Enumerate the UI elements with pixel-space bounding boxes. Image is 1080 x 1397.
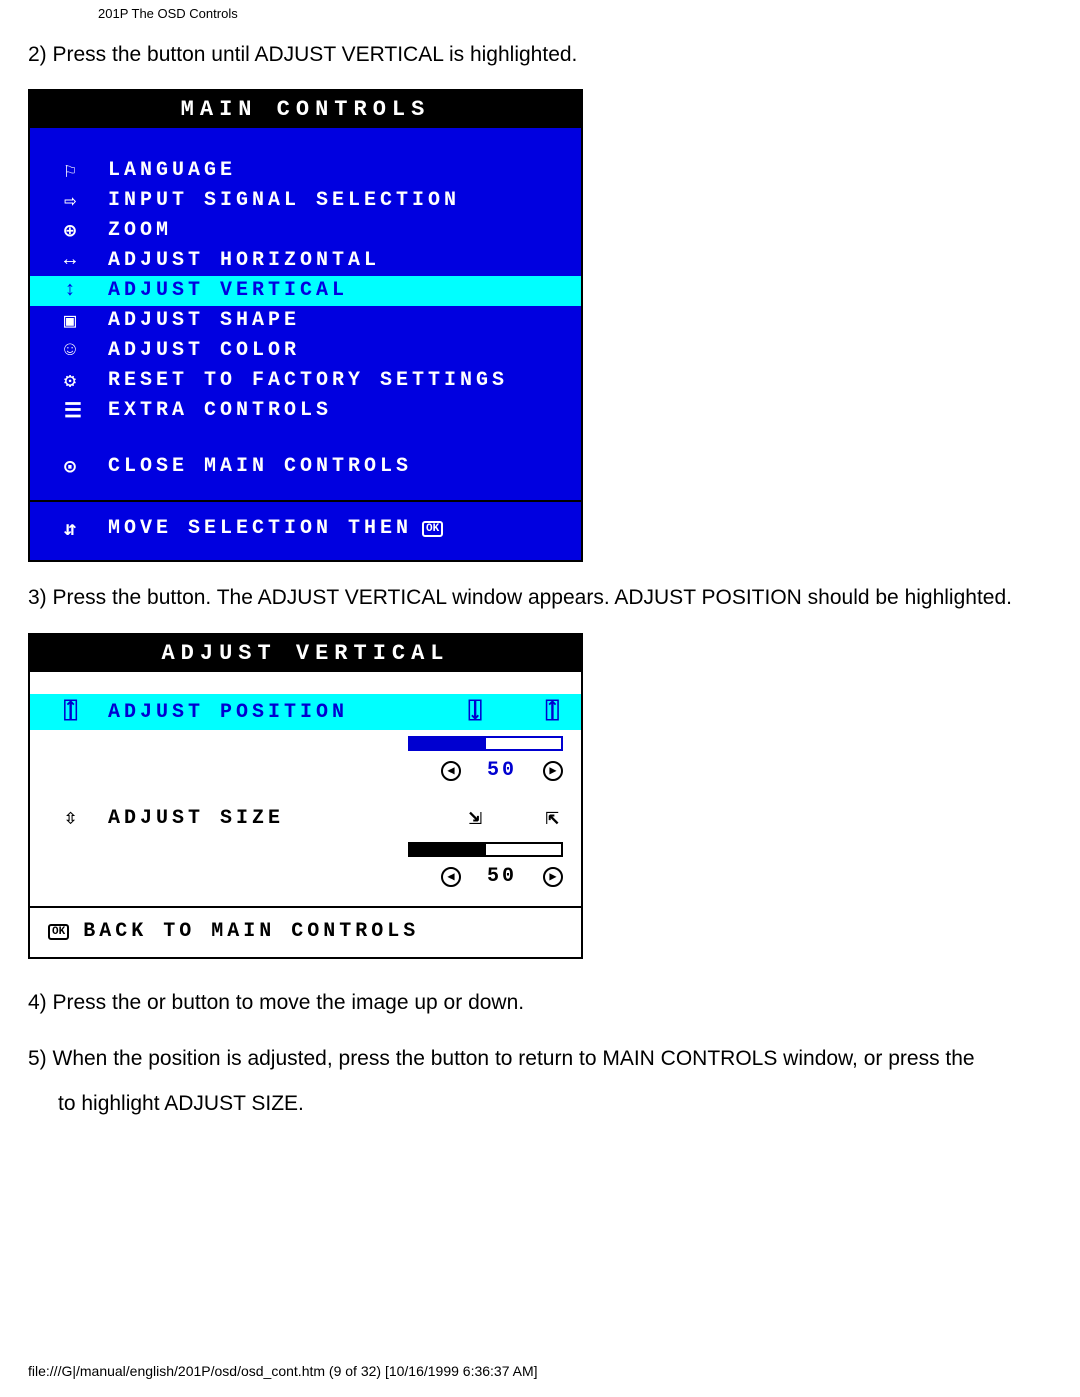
size-slider-fill: [410, 844, 486, 855]
language-icon: ⚐: [64, 158, 108, 184]
updown-icon: ⇵: [64, 516, 108, 542]
osd-adj-title: ADJUST VERTICAL: [30, 635, 581, 672]
menu-item-zoom[interactable]: ⊕ ZOOM: [30, 216, 581, 246]
reset-icon: ⚙: [64, 368, 108, 394]
menu-label: EXTRA CONTROLS: [108, 399, 332, 422]
position-value: 50: [487, 759, 517, 782]
position-slider-row: [30, 730, 581, 751]
menu-label: CLOSE MAIN CONTROLS: [108, 455, 412, 478]
ok-icon: OK: [422, 521, 443, 537]
menu-item-adjust-horizontal[interactable]: ↔ ADJUST HORIZONTAL: [30, 246, 581, 276]
step-3-text: 3) Press the button. The ADJUST VERTICAL…: [28, 582, 1052, 614]
menu-item-extra-controls[interactable]: ☰ EXTRA CONTROLS: [30, 396, 581, 426]
step-2-text: 2) Press the button until ADJUST VERTICA…: [28, 39, 1052, 71]
menu-label: ADJUST HORIZONTAL: [108, 249, 380, 272]
menu-label: LANGUAGE: [108, 159, 236, 182]
osd-adjust-vertical: ADJUST VERTICAL ⍐ ADJUST POSITION ⍗ ⍐ ◀ …: [28, 633, 583, 959]
adjust-position-row[interactable]: ⍐ ADJUST POSITION ⍗ ⍐: [30, 694, 581, 730]
step-4-text: 4) Press the or button to move the image…: [28, 987, 1052, 1019]
position-icon: ⍐: [64, 699, 108, 725]
footer-label: MOVE SELECTION THEN: [108, 517, 412, 540]
menu-item-adjust-shape[interactable]: ▣ ADJUST SHAPE: [30, 306, 581, 336]
horizontal-icon: ↔: [64, 249, 108, 272]
osd-main-footer: ⇵ MOVE SELECTION THEN OK: [30, 510, 581, 552]
step-5-text: 5) When the position is adjusted, press …: [28, 1043, 1052, 1075]
shape-icon: ▣: [64, 308, 108, 334]
step-5b-text: to highlight ADJUST SIZE.: [58, 1088, 1052, 1120]
menu-label: ADJUST COLOR: [108, 339, 300, 362]
input-icon: ⇨: [64, 188, 108, 214]
position-up-icon: ⍐: [546, 699, 563, 725]
menu-item-adjust-color[interactable]: ☺ ADJUST COLOR: [30, 336, 581, 366]
osd-main-controls: MAIN CONTROLS ⚐ LANGUAGE ⇨ INPUT SIGNAL …: [28, 89, 583, 562]
vertical-icon: ↕: [64, 279, 108, 302]
size-slider[interactable]: [408, 842, 563, 857]
zoom-icon: ⊕: [64, 218, 108, 244]
position-down-icon: ⍗: [469, 699, 486, 725]
ok-icon: OK: [48, 924, 69, 940]
osd-main-title: MAIN CONTROLS: [30, 91, 581, 128]
adjust-position-label: ADJUST POSITION: [108, 701, 469, 724]
menu-item-reset-factory[interactable]: ⚙ RESET TO FACTORY SETTINGS: [30, 366, 581, 396]
size-value-row: ◀ 50 ▶: [30, 857, 581, 906]
menu-label: RESET TO FACTORY SETTINGS: [108, 369, 508, 392]
back-label: BACK TO MAIN CONTROLS: [83, 920, 419, 943]
extra-icon: ☰: [64, 398, 108, 424]
position-slider[interactable]: [408, 736, 563, 751]
menu-label: ADJUST SHAPE: [108, 309, 300, 332]
menu-item-close[interactable]: ⊙ CLOSE MAIN CONTROLS: [30, 452, 581, 482]
menu-item-language[interactable]: ⚐ LANGUAGE: [30, 156, 581, 186]
color-icon: ☺: [64, 339, 108, 362]
osd-divider: [30, 500, 581, 502]
size-value: 50: [487, 865, 517, 888]
size-slider-row: [30, 836, 581, 857]
menu-label: ADJUST VERTICAL: [108, 279, 348, 302]
position-value-row: ◀ 50 ▶: [30, 751, 581, 800]
page-header: 201P The OSD Controls: [28, 0, 1052, 21]
menu-label: ZOOM: [108, 219, 172, 242]
menu-item-adjust-vertical[interactable]: ↕ ADJUST VERTICAL: [30, 276, 581, 306]
size-expand-icon: ⇱: [546, 805, 563, 831]
menu-item-input-signal[interactable]: ⇨ INPUT SIGNAL SELECTION: [30, 186, 581, 216]
footer-file-path: file:///G|/manual/english/201P/osd/osd_c…: [28, 1363, 538, 1379]
left-arrow-icon[interactable]: ◀: [441, 761, 461, 781]
menu-label: INPUT SIGNAL SELECTION: [108, 189, 460, 212]
right-arrow-icon[interactable]: ▶: [543, 867, 563, 887]
back-to-main-row[interactable]: OK BACK TO MAIN CONTROLS: [30, 908, 581, 957]
left-arrow-icon[interactable]: ◀: [441, 867, 461, 887]
right-arrow-icon[interactable]: ▶: [543, 761, 563, 781]
close-icon: ⊙: [64, 454, 108, 480]
position-slider-fill: [410, 738, 486, 749]
adjust-size-row[interactable]: ⇳ ADJUST SIZE ⇲ ⇱: [30, 800, 581, 836]
size-icon: ⇳: [64, 805, 108, 831]
adjust-size-label: ADJUST SIZE: [108, 807, 469, 830]
size-shrink-icon: ⇲: [469, 805, 486, 831]
